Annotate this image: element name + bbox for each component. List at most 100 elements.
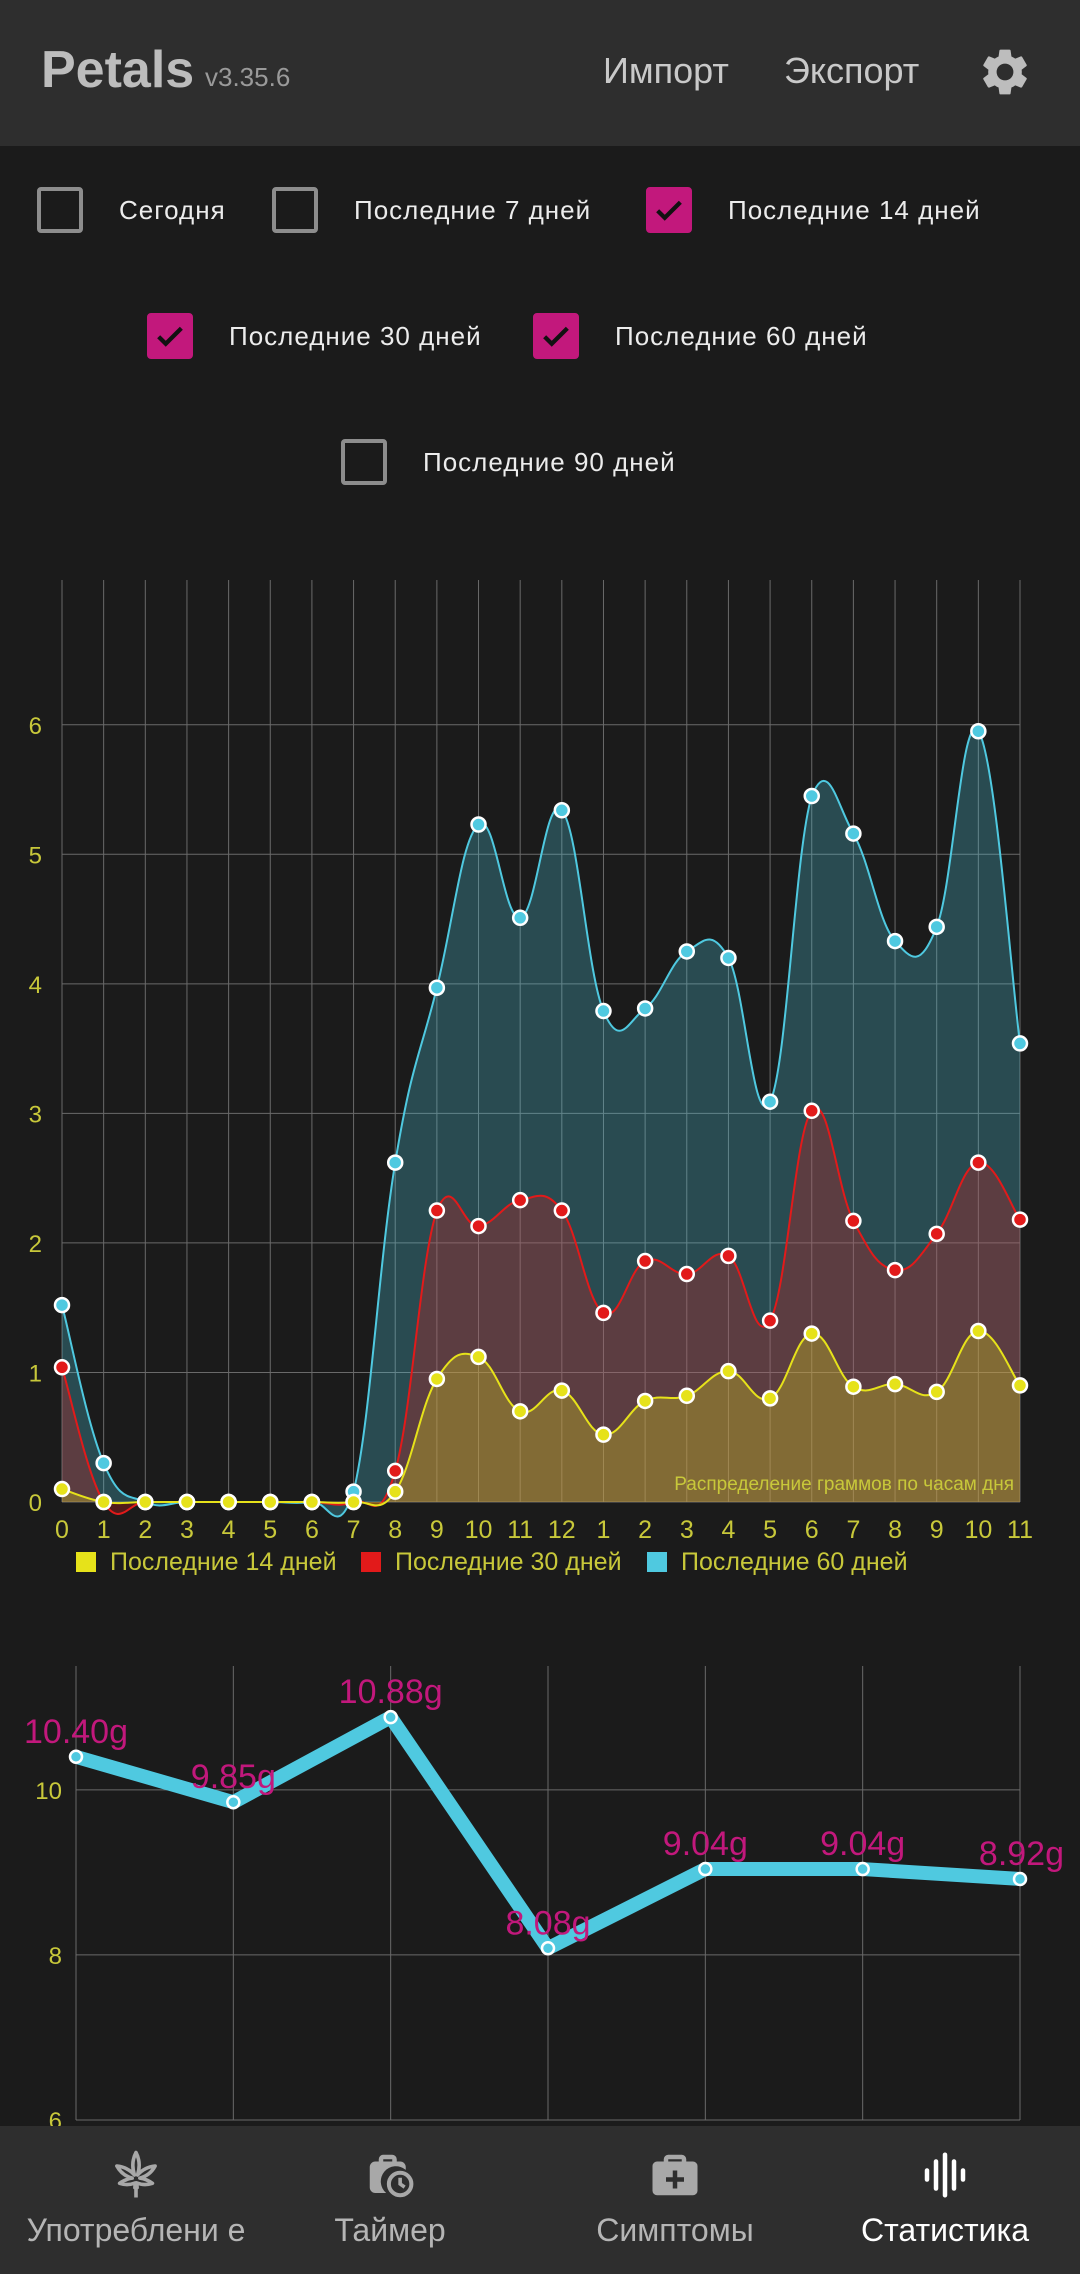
data-label: 8.08g: [505, 1904, 590, 1942]
checkbox[interactable]: [646, 187, 692, 233]
check-icon: [543, 326, 569, 347]
legend-label: Последние 30 дней: [395, 1548, 622, 1576]
filter-last-14-days[interactable]: Последние 14 дней: [646, 182, 981, 238]
import-button[interactable]: Импорт: [603, 50, 729, 91]
x-tick-label: 11: [1007, 1516, 1033, 1544]
data-point: [845, 1378, 862, 1395]
sound-wave-icon: [924, 2152, 966, 2198]
app-header: Petals v3.35.6 Импорт Экспорт: [0, 0, 1080, 146]
y-tick-label: 6: [29, 713, 42, 740]
data-point: [428, 979, 446, 996]
check-icon: [157, 326, 183, 347]
data-point: [803, 1325, 820, 1342]
data-point: [595, 1304, 612, 1322]
data-point: [636, 1252, 654, 1270]
filter-label: Последние 7 дней: [354, 194, 592, 225]
data-label: 10.88g: [339, 1673, 443, 1711]
nav-timer[interactable]: Таймер: [300, 2126, 480, 2274]
series-area: [62, 1108, 1020, 1514]
data-point: [511, 1191, 529, 1209]
data-point: [95, 1454, 112, 1472]
gear-icon[interactable]: [977, 44, 1033, 100]
x-tick-label: 0: [55, 1516, 69, 1544]
nav-label: Таймер: [334, 2212, 446, 2248]
filter-last-90-days[interactable]: Последние 90 дней: [341, 434, 676, 490]
y-tick-label: 4: [29, 972, 42, 999]
x-tick-label: 10: [964, 1516, 992, 1544]
cannabis-leaf-icon: [115, 2150, 157, 2198]
legend-swatch: [647, 1552, 667, 1572]
data-point: [678, 1387, 696, 1405]
data-point: [970, 1322, 987, 1340]
data-point: [540, 1941, 556, 1956]
x-tick-label: 7: [846, 1516, 860, 1544]
data-point: [595, 1426, 612, 1443]
data-point: [595, 1002, 612, 1020]
data-point: [928, 1383, 945, 1401]
data-point: [845, 1212, 862, 1230]
filter-label: Сегодня: [119, 194, 226, 225]
export-button[interactable]: Экспорт: [784, 50, 920, 91]
data-point: [303, 1493, 321, 1511]
checkbox[interactable]: [272, 187, 318, 233]
filter-last-60-days[interactable]: Последние 60 дней: [533, 308, 868, 364]
data-point: [470, 816, 487, 833]
data-point: [1011, 1377, 1029, 1394]
filter-today[interactable]: Сегодня: [37, 182, 226, 238]
legend-label: Последние 14 дней: [110, 1548, 337, 1576]
x-tick-label: 2: [638, 1516, 652, 1544]
data-label: 10.40g: [24, 1713, 128, 1751]
data-point: [698, 1861, 713, 1877]
data-point: [761, 1312, 779, 1329]
daily-totals-chart: 6 8 10 10.40g 9.85g 10.88g 8.08g 9.04g 9.04g 8.92…: [24, 1666, 1064, 2126]
filter-last-7-days[interactable]: Последние 7 дней: [272, 182, 591, 238]
data-point: [720, 1247, 737, 1265]
data-point: [68, 1749, 84, 1765]
data-point: [1011, 1211, 1029, 1228]
x-tick-label: 3: [680, 1516, 694, 1544]
filter-label: Последние 60 дней: [615, 320, 868, 351]
checkbox[interactable]: [341, 439, 387, 485]
x-tick-label: 6: [805, 1516, 819, 1544]
data-point: [220, 1493, 237, 1511]
data-point: [345, 1493, 362, 1511]
data-point: [553, 1382, 571, 1399]
data-point: [386, 1462, 404, 1480]
nav-label: Статистика: [860, 2212, 1030, 2248]
x-tick-label: 5: [763, 1516, 777, 1544]
legend-label: Последние 60 дней: [681, 1548, 908, 1576]
data-point: [1011, 1035, 1029, 1052]
data-point: [970, 722, 987, 740]
data-point: [678, 1265, 696, 1283]
data-point: [226, 1794, 241, 1810]
data-label: 9.04g: [663, 1825, 748, 1863]
x-tick-label: 9: [430, 1516, 444, 1544]
data-point: [855, 1861, 870, 1877]
x-tick-label: 8: [888, 1516, 902, 1544]
nav-symptoms[interactable]: Симптомы: [565, 2126, 785, 2274]
data-point: [928, 918, 945, 936]
checkbox[interactable]: [533, 313, 579, 359]
y-tick-label: 8: [49, 1943, 62, 1970]
x-tick-label: 1: [97, 1516, 111, 1544]
checkbox[interactable]: [37, 187, 83, 233]
y-tick-label: 0: [29, 1490, 42, 1517]
y-tick-label: 10: [35, 1778, 62, 1805]
data-point: [511, 909, 529, 927]
data-point: [886, 1375, 904, 1393]
data-point: [137, 1493, 154, 1511]
data-point: [53, 1296, 71, 1314]
filter-label: Последние 90 дней: [423, 446, 676, 477]
data-point: [678, 943, 696, 960]
filter-last-30-days[interactable]: Последние 30 дней: [147, 308, 482, 364]
nav-consumption[interactable]: Употреблени е: [16, 2126, 256, 2274]
nav-statistics[interactable]: Статистика: [840, 2126, 1050, 2274]
data-point: [383, 1709, 398, 1725]
checkbox[interactable]: [147, 313, 193, 359]
bottom-navigation: Употреблени е Таймер Симптомы Статистика: [0, 2126, 1080, 2274]
data-label: 9.04g: [820, 1825, 905, 1863]
nav-label: Симптомы: [596, 2212, 754, 2248]
data-point: [1012, 1871, 1028, 1887]
data-point: [803, 787, 820, 805]
